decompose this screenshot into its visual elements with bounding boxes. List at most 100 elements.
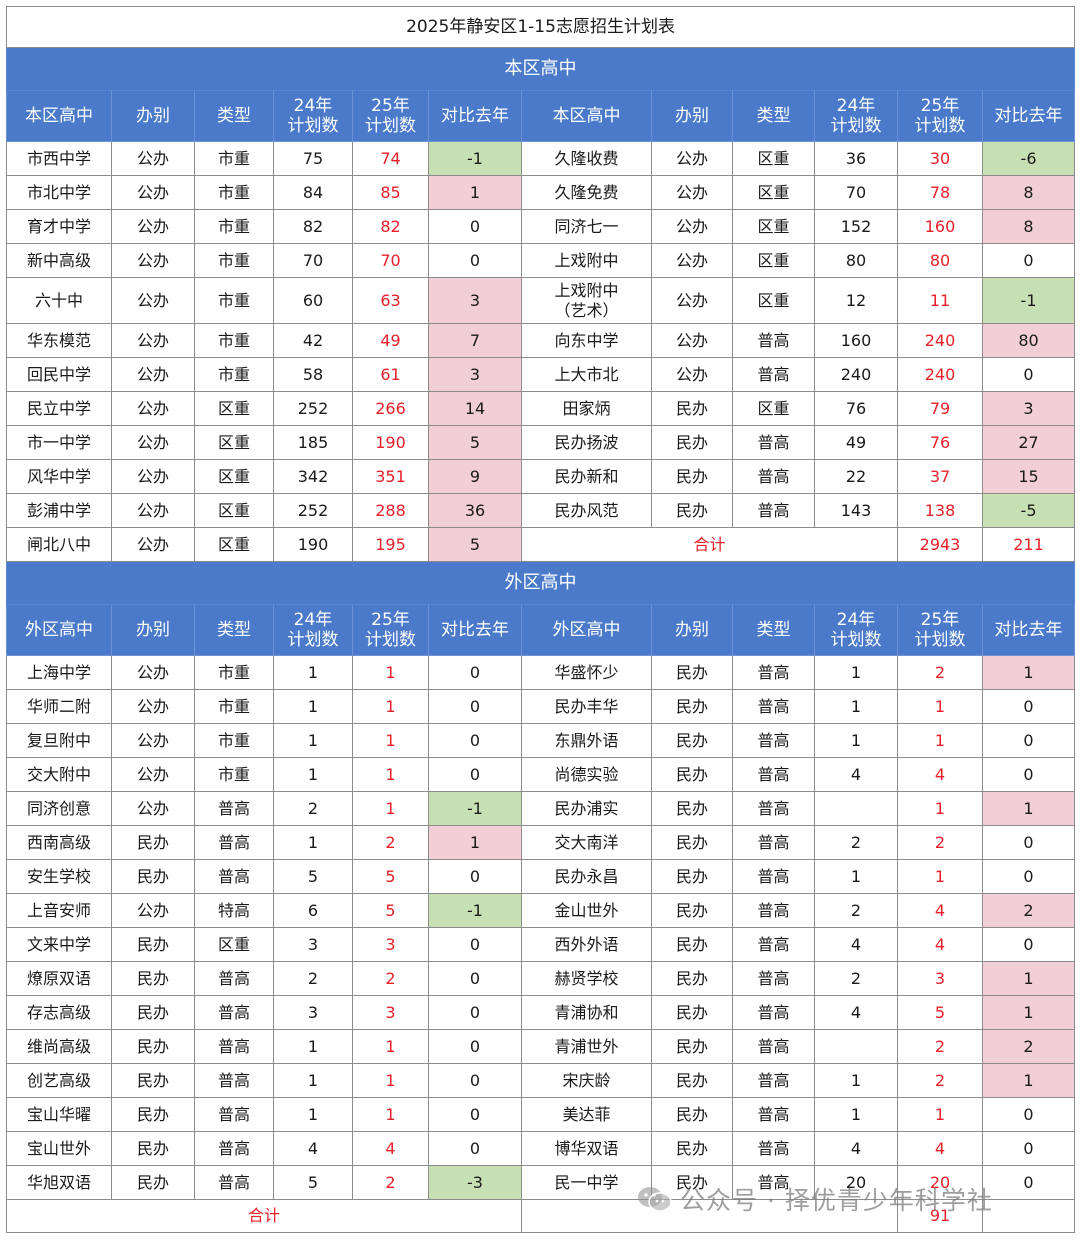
diff-vs-last-year: -1 [428,791,522,826]
table-row: 华旭双语 民办 普高 5 2 -3 民一中学 民办 普高 20 20 0 [6,1165,1076,1200]
plan-2025: 30 [897,141,983,176]
plan-2025: 85 [352,175,429,210]
school-name: 华旭双语 [6,1165,112,1200]
diff-vs-last-year: 3 [428,277,522,324]
plan-2025: 49 [352,323,429,358]
diff-vs-last-year: 0 [981,1165,1076,1200]
plan-2024: 5 [273,859,353,894]
school-type: 公办 [111,459,195,494]
plan-2025: 78 [897,175,983,210]
plan-2025: 1 [352,689,429,724]
table-row: 市一中学 公办 区重 185 190 5 民办扬波 民办 普高 49 76 27 [6,425,1076,460]
plan-2025: 138 [897,493,983,528]
school-name: 创艺高级 [6,1063,112,1098]
school-category: 区重 [732,175,815,210]
school-category: 市重 [194,323,274,358]
school-type: 民办 [651,493,733,528]
plan-2024: 1 [814,655,898,690]
table-row: 上音安师 公办 特高 6 5 -1 金山世外 民办 普高 2 4 2 [6,893,1076,928]
plan-2024 [814,1029,898,1064]
plan-2024: 3 [273,995,353,1030]
plan-2024: 76 [814,391,898,426]
plan-2025: 1 [897,723,983,758]
plan-2024 [814,791,898,826]
table-row: 回民中学 公办 市重 58 61 3 上大市北 公办 普高 240 240 0 [6,357,1076,392]
diff-vs-last-year: 80 [981,323,1076,358]
header-row: 本区高中 办别 类型 24年 计划数 25年 计划数 对比去年 本区高中 办别 类型 24年 计划数 25… [6,90,1076,142]
plan-2025: 351 [352,459,429,494]
school-type: 民办 [111,825,195,860]
total-diff [981,1199,1076,1233]
plan-2024: 58 [273,357,353,392]
diff-vs-last-year: 5 [428,527,522,562]
school-name: 田家炳 [521,391,652,426]
school-name: 宝山世外 [6,1131,112,1166]
school-category: 普高 [732,357,815,392]
plan-2024: 1 [273,757,353,792]
table-row: 维尚高级 民办 普高 1 1 0 青浦世外 民办 普高 2 2 [6,1029,1076,1064]
school-category: 市重 [194,243,274,278]
diff-vs-last-year: 5 [428,425,522,460]
enrollment-plan-table: 2025年静安区1-15志愿招生计划表 本区高中 本区高中 办别 类型 24年 计划数 25… [5,6,1076,1233]
plan-2025: 5 [897,995,983,1030]
plan-2024: 1 [814,723,898,758]
school-name: 文来中学 [6,927,112,962]
diff-vs-last-year: 0 [981,357,1076,392]
table-row: 复旦附中 公办 市重 1 1 0 东鼎外语 民办 普高 1 1 0 [6,723,1076,758]
school-category: 区重 [194,927,274,962]
diff-vs-last-year: 1 [981,995,1076,1030]
school-category: 普高 [732,995,815,1030]
plan-2025: 2 [897,1029,983,1064]
plan-2024: 4 [814,995,898,1030]
diff-vs-last-year: 1 [428,175,522,210]
school-type: 民办 [111,1029,195,1064]
school-type: 民办 [651,689,733,724]
table-row: 育才中学 公办 市重 82 82 0 同济七一 公办 区重 152 160 8 [6,209,1076,244]
school-name: 西南高级 [6,825,112,860]
diff-vs-last-year: 0 [981,1097,1076,1132]
school-type: 民办 [651,995,733,1030]
plan-2024: 1 [273,1097,353,1132]
column-header: 类型 [732,90,815,142]
school-type: 民办 [111,1063,195,1098]
diff-vs-last-year: 0 [428,757,522,792]
school-name: 上音安师 [6,893,112,928]
school-type: 民办 [651,655,733,690]
plan-2024: 240 [814,357,898,392]
plan-2025: 5 [352,893,429,928]
school-type: 公办 [111,357,195,392]
school-type: 公办 [111,209,195,244]
school-category: 区重 [732,391,815,426]
diff-vs-last-year: 2 [981,1029,1076,1064]
plan-2024: 1 [273,825,353,860]
table-row: 华东模范 公办 市重 42 49 7 向东中学 公办 普高 160 240 80 [6,323,1076,358]
table-row: 彭浦中学 公办 区重 252 288 36 民办风范 民办 普高 143 138 -5 [6,493,1076,528]
table-row: 上海中学 公办 市重 1 1 0 华盛怀少 民办 普高 1 2 1 [6,655,1076,690]
plan-2025: 5 [352,859,429,894]
school-category: 普高 [194,995,274,1030]
diff-vs-last-year: 0 [428,243,522,278]
school-type: 公办 [111,527,195,562]
school-name: 向东中学 [521,323,652,358]
school-type: 公办 [111,391,195,426]
school-category: 普高 [732,459,815,494]
plan-2024: 80 [814,243,898,278]
school-name: 民办丰华 [521,689,652,724]
school-category: 普高 [732,493,815,528]
school-name: 燎原双语 [6,961,112,996]
school-type: 公办 [111,277,195,324]
school-category: 普高 [194,1063,274,1098]
school-type: 公办 [111,791,195,826]
school-type: 民办 [111,859,195,894]
table-row: 交大附中 公办 市重 1 1 0 尚德实验 民办 普高 4 4 0 [6,757,1076,792]
diff-vs-last-year: 36 [428,493,522,528]
school-name: 华盛怀少 [521,655,652,690]
plan-2025: 1 [352,723,429,758]
diff-vs-last-year: 0 [428,961,522,996]
school-name: 市北中学 [6,175,112,210]
school-category: 普高 [732,757,815,792]
school-name: 上戏附中 （艺术） [521,277,652,324]
column-header: 对比去年 [428,604,522,656]
plan-2024: 42 [273,323,353,358]
plan-2025: 4 [897,927,983,962]
